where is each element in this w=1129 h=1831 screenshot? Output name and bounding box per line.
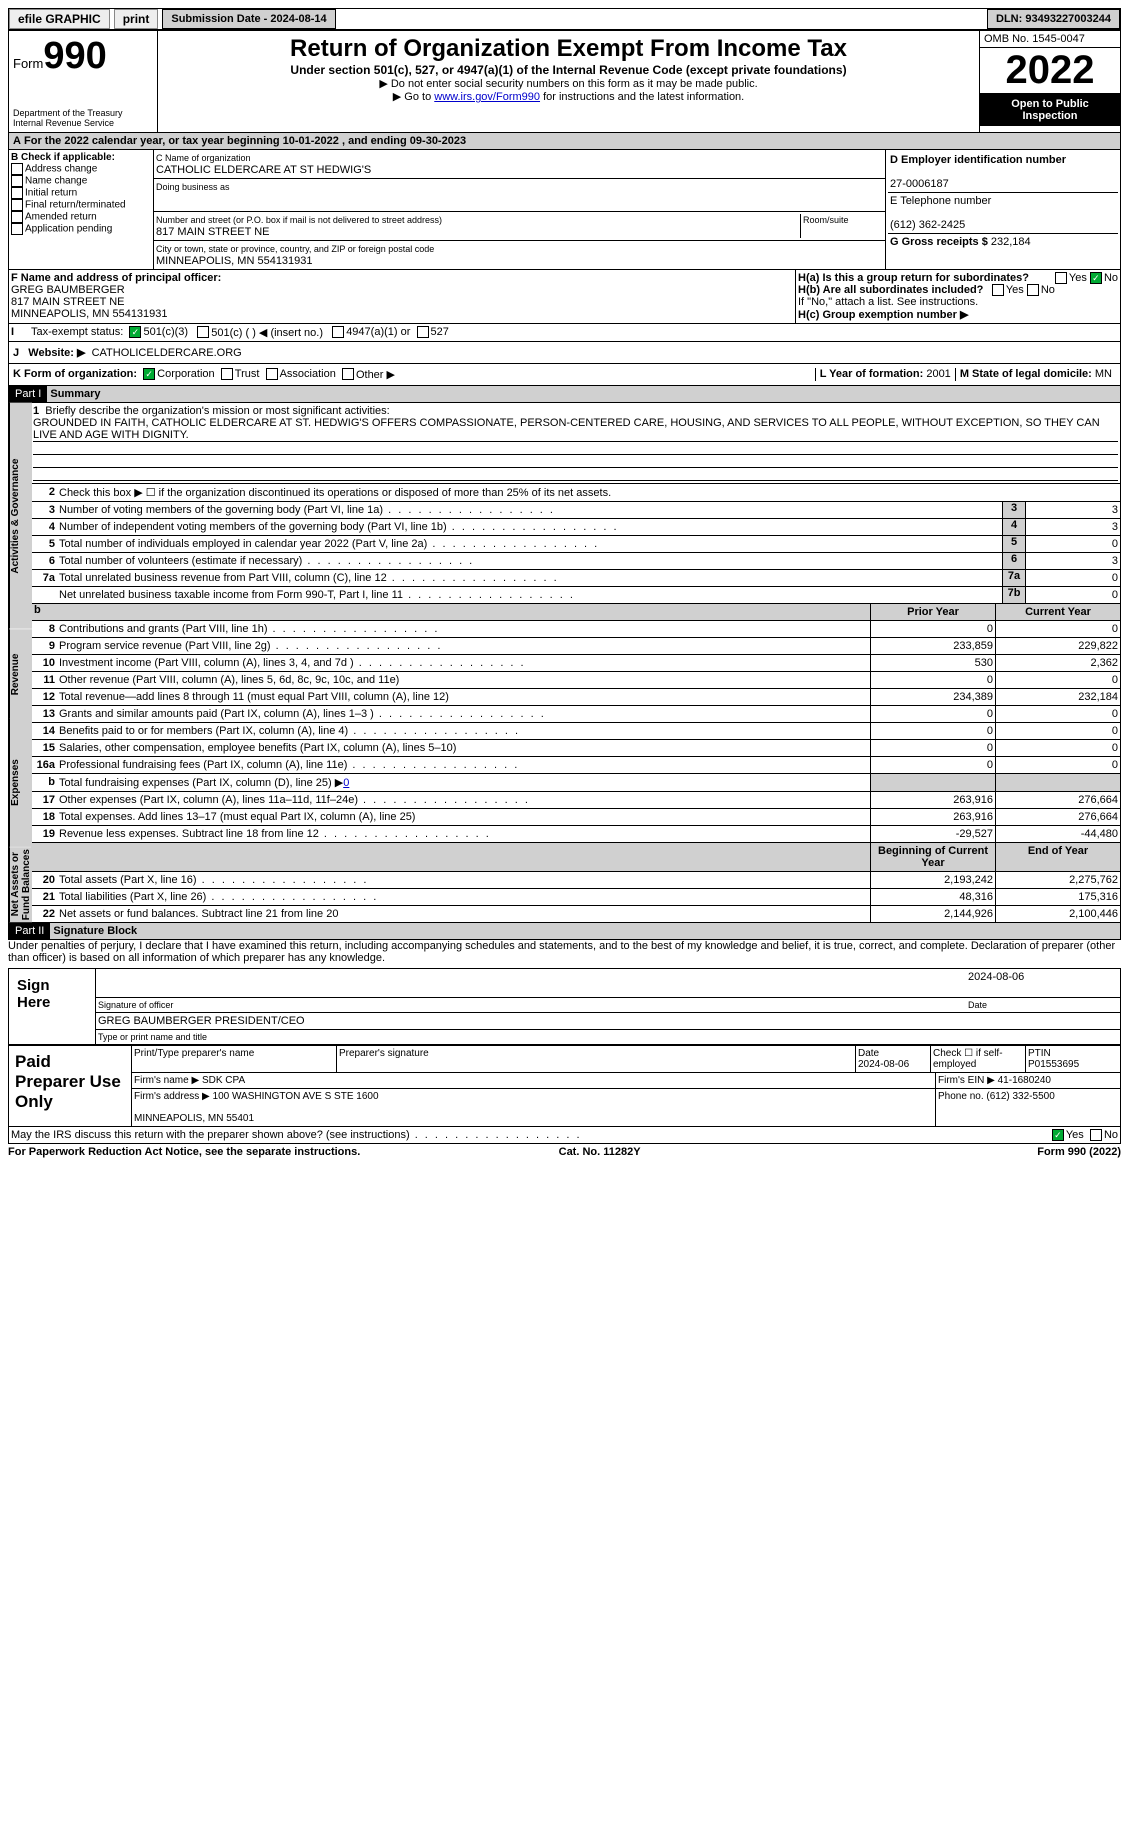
form-header: Form990 Department of the Treasury Inter… <box>8 30 1121 133</box>
sign-here-block: Sign Here 2024-08-06 Signature of office… <box>8 968 1121 1045</box>
open-to-public: Open to PublicInspection <box>980 94 1120 126</box>
discuss-row: May the IRS discuss this return with the… <box>8 1127 1121 1144</box>
org-name-label: C Name of organization <box>156 153 251 163</box>
submission-date: Submission Date - 2024-08-14 <box>162 9 335 29</box>
vtab-netassets: Net Assets or Fund Balances <box>9 847 32 922</box>
declaration-text: Under penalties of perjury, I declare th… <box>8 940 1121 964</box>
block-fh: F Name and address of principal officer:… <box>8 270 1121 324</box>
ein: 27-0006187 <box>890 178 949 190</box>
city-state-zip: MINNEAPOLIS, MN 554131931 <box>156 255 313 267</box>
form-subtitle: Under section 501(c), 527, or 4947(a)(1)… <box>162 63 975 77</box>
mission-text: GROUNDED IN FAITH, CATHOLIC ELDERCARE AT… <box>33 417 1118 442</box>
tax-exempt-row: I Tax-exempt status: 501(c)(3) 501(c) ( … <box>8 324 1121 342</box>
dba-label: Doing business as <box>156 182 230 192</box>
part1-bar: Part I Summary <box>8 386 1121 403</box>
form-number: 990 <box>43 35 106 77</box>
website-row: J Website: ▶ CATHOLICELDERCARE.ORG <box>8 342 1121 364</box>
paid-preparer-block: Paid Preparer Use Only Print/Type prepar… <box>8 1045 1121 1127</box>
officer-name-title: GREG BAUMBERGER PRESIDENT/CEO <box>98 1015 305 1027</box>
efile-button[interactable]: efile GRAPHIC <box>9 9 110 29</box>
tax-year: 2022 <box>980 48 1120 94</box>
firm-name: SDK CPA <box>202 1075 245 1086</box>
form-title: Return of Organization Exempt From Incom… <box>162 35 975 63</box>
summary-section: Activities & Governance Revenue Expenses… <box>8 403 1121 923</box>
dept-label: Department of the Treasury <box>13 108 153 118</box>
period-row: A For the 2022 calendar year, or tax yea… <box>8 133 1121 150</box>
form-org-row: K Form of organization: Corporation Trus… <box>8 364 1121 386</box>
corporation-checkbox[interactable] <box>143 368 155 380</box>
501c3-checkbox[interactable] <box>129 326 141 338</box>
block-abcd: B Check if applicable: Address change Na… <box>8 150 1121 270</box>
vtab-revenue: Revenue <box>9 629 32 719</box>
print-button[interactable]: print <box>114 9 159 29</box>
org-name: CATHOLIC ELDERCARE AT ST HEDWIG'S <box>156 164 371 176</box>
discuss-yes-checkbox[interactable] <box>1052 1129 1064 1141</box>
gross-receipts: 232,184 <box>991 236 1031 248</box>
check-if-applicable: B Check if applicable: Address change Na… <box>9 150 154 269</box>
top-bar: efile GRAPHIC print Submission Date - 20… <box>8 8 1121 30</box>
irs-label: Internal Revenue Service <box>13 118 153 128</box>
form-label: Form <box>13 56 43 71</box>
officer-name: GREG BAUMBERGER <box>11 284 125 296</box>
website-url: CATHOLICELDERCARE.ORG <box>92 347 242 359</box>
phone: (612) 362-2425 <box>890 219 965 231</box>
vtab-expenses: Expenses <box>9 719 32 847</box>
dln: DLN: 93493227003244 <box>987 9 1120 29</box>
irs-link[interactable]: www.irs.gov/Form990 <box>434 91 540 103</box>
omb-number: OMB No. 1545-0047 <box>980 31 1120 48</box>
goto-note: ▶ Go to www.irs.gov/Form990 for instruct… <box>162 90 975 103</box>
ssn-note: ▶ Do not enter social security numbers o… <box>162 77 975 90</box>
vtab-governance: Activities & Governance <box>9 403 32 629</box>
part2-bar: Part II Signature Block <box>8 923 1121 940</box>
street-address: 817 MAIN STREET NE <box>156 226 270 238</box>
page-footer: For Paperwork Reduction Act Notice, see … <box>8 1144 1121 1158</box>
